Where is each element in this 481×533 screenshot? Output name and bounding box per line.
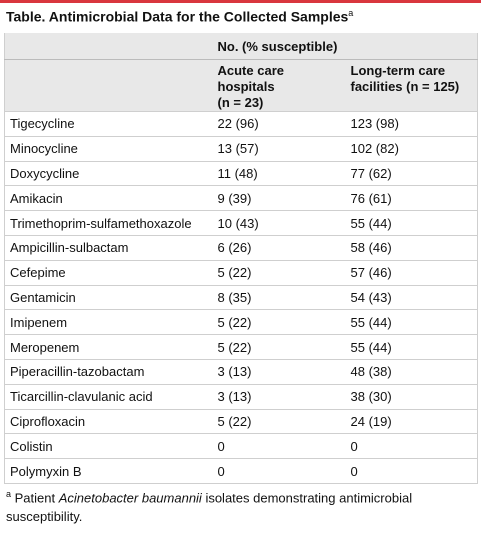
- susceptible-count: 3 (13): [212, 359, 346, 385]
- susceptible-count: 38 (30): [345, 384, 478, 410]
- table-row: Ticarcillin-clavulanic acid 3 (13) 38 (30): [4, 384, 478, 410]
- empty-header: [4, 59, 213, 112]
- drug-name: Doxycycline: [4, 161, 213, 187]
- title-marker: a: [348, 8, 354, 18]
- drug-name: Trimethoprim-sulfamethoxazole: [4, 210, 213, 236]
- footnote-text: Patient: [14, 490, 59, 506]
- table-row: Minocycline 13 (57) 102 (82): [4, 136, 478, 162]
- table-row: Piperacillin-tazobactam 3 (13) 48 (38): [4, 359, 478, 385]
- table-title: Table. Antimicrobial Data for the Collec…: [6, 8, 353, 25]
- column-header: Acute care hospitals (n = 23): [212, 59, 346, 112]
- table-row: Colistin 0 0: [4, 433, 478, 460]
- susceptible-count: 48 (38): [345, 359, 478, 385]
- column-header-line: (n = 23): [217, 95, 264, 110]
- drug-name: Piperacillin-tazobactam: [4, 359, 213, 385]
- drug-name: Ticarcillin-clavulanic acid: [4, 384, 213, 410]
- drug-name: Amikacin: [4, 185, 213, 212]
- drug-name: Minocycline: [4, 136, 213, 162]
- susceptible-count: 13 (57): [212, 136, 346, 162]
- data-table: No. (% susceptible) Acute care hospitals…: [4, 33, 479, 484]
- table-row: Ciprofloxacin 5 (22) 24 (19): [4, 409, 478, 435]
- title-text: Table. Antimicrobial Data for the Collec…: [6, 8, 349, 25]
- susceptible-count: 11 (48): [212, 161, 346, 187]
- susceptible-count: 9 (39): [212, 185, 346, 212]
- top-rule: [0, 0, 481, 3]
- drug-name: Colistin: [4, 433, 213, 460]
- table-row: Meropenem 5 (22) 55 (44): [4, 334, 478, 360]
- susceptible-count: 76 (61): [345, 185, 478, 212]
- susceptible-count: 0: [345, 433, 478, 460]
- susceptible-count: 0: [212, 458, 346, 484]
- susceptible-count: 5 (22): [212, 309, 346, 336]
- table-row: Imipenem 5 (22) 55 (44): [4, 309, 478, 336]
- susceptible-count: 24 (19): [345, 409, 478, 435]
- table-row: Tigecycline 22 (96) 123 (98): [4, 111, 478, 137]
- drug-name: Cefepime: [4, 260, 213, 286]
- susceptible-count: 0: [345, 458, 478, 484]
- column-header-line: Acute care hospitals: [217, 63, 284, 94]
- table-row: Amikacin 9 (39) 76 (61): [4, 185, 478, 212]
- table-row: Ampicillin-sulbactam 6 (26) 58 (46): [4, 235, 478, 261]
- drug-name: Ampicillin-sulbactam: [4, 235, 213, 261]
- group-header-row: No. (% susceptible): [4, 33, 478, 60]
- susceptible-count: 58 (46): [345, 235, 478, 261]
- susceptible-count: 55 (44): [345, 309, 478, 336]
- table-row: Trimethoprim-sulfamethoxazole 10 (43) 55 (…: [4, 210, 478, 236]
- susceptible-count: 77 (62): [345, 161, 478, 187]
- susceptible-count: 8 (35): [212, 285, 346, 311]
- drug-name: Ciprofloxacin: [4, 409, 213, 435]
- table-header: No. (% susceptible) Acute care hospitals…: [4, 33, 478, 112]
- susceptible-count: 5 (22): [212, 334, 346, 360]
- susceptible-count: 3 (13): [212, 384, 346, 410]
- column-header-line: Long-term care: [350, 63, 446, 78]
- susceptible-count: 6 (26): [212, 235, 346, 261]
- group-header: No. (% susceptible): [212, 33, 478, 60]
- susceptible-count: 22 (96): [212, 111, 346, 137]
- susceptible-count: 102 (82): [345, 136, 478, 162]
- susceptible-count: 10 (43): [212, 210, 346, 236]
- column-header-line: facilities (n = 125): [350, 79, 460, 94]
- susceptible-count: 55 (44): [345, 210, 478, 236]
- drug-name: Tigecycline: [4, 111, 213, 137]
- table-row: Cefepime 5 (22) 57 (46): [4, 260, 478, 286]
- drug-name: Meropenem: [4, 334, 213, 360]
- empty-header: [4, 33, 213, 60]
- footnote: a Patient Acinetobacter baumannii isolat…: [6, 485, 466, 526]
- column-header: Long-term care facilities (n = 125): [345, 59, 478, 112]
- susceptible-count: 5 (22): [212, 260, 346, 286]
- susceptible-count: 57 (46): [345, 260, 478, 286]
- table-row: Gentamicin 8 (35) 54 (43): [4, 285, 478, 311]
- footnote-marker: a: [6, 489, 12, 499]
- column-header-row: Acute care hospitals (n = 23) Long-term ca…: [4, 59, 478, 112]
- susceptible-count: 5 (22): [212, 409, 346, 435]
- table-row: Doxycycline 11 (48) 77 (62): [4, 161, 478, 187]
- drug-name: Polymyxin B: [4, 458, 213, 484]
- table-body: Tigecycline 22 (96) 123 (98) Minocycline 13 …: [4, 111, 478, 484]
- footnote-text: isolates demonstrating antimicrobial sus…: [6, 490, 413, 525]
- drug-name: Gentamicin: [4, 285, 213, 311]
- drug-name: Imipenem: [4, 309, 213, 336]
- footnote-organism: Acinetobacter baumannii: [58, 490, 202, 506]
- susceptible-count: 123 (98): [345, 111, 478, 137]
- susceptible-count: 55 (44): [345, 334, 478, 360]
- susceptible-count: 54 (43): [345, 285, 478, 311]
- susceptible-count: 0: [212, 433, 346, 460]
